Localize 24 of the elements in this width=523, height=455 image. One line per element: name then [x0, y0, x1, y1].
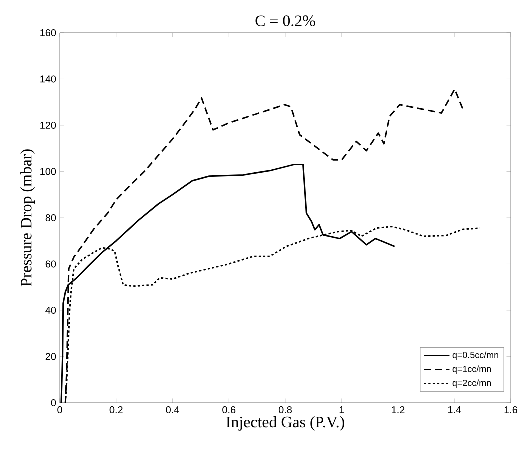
- x-tick-label: 1: [340, 406, 344, 414]
- legend-label: q=2cc/mn: [452, 380, 491, 388]
- x-tick-label: 0.8: [278, 406, 292, 414]
- x-axis-title: Injected Gas (P.V.): [226, 416, 344, 431]
- y-tick-label: 60: [46, 260, 56, 268]
- x-tick-label: 0: [58, 406, 62, 414]
- y-tick-label: 120: [40, 122, 56, 130]
- x-tick-label: 0.6: [222, 406, 236, 414]
- legend-label: q=0.5cc/mn: [452, 352, 498, 360]
- y-tick-label: 20: [46, 353, 56, 360]
- x-tick-label: 0.2: [110, 406, 123, 414]
- y-tick-label: 0: [51, 399, 56, 407]
- y-tick-label: 40: [46, 306, 56, 314]
- y-tick-label: 100: [40, 168, 56, 176]
- x-tick-label: 1.6: [504, 406, 518, 414]
- y-tick-label: 160: [40, 29, 56, 37]
- x-tick-label: 1.4: [448, 406, 462, 414]
- legend-label: q=1cc/mn: [452, 366, 491, 374]
- x-tick-label: 1.2: [392, 406, 405, 414]
- y-tick-label: 80: [46, 214, 56, 222]
- y-tick-label: 140: [40, 76, 56, 83]
- y-axis-title: Pressure Drop (mbar): [20, 150, 36, 287]
- x-tick-label: 0.4: [166, 406, 180, 414]
- chart-title: C = 0.2%: [256, 16, 316, 26]
